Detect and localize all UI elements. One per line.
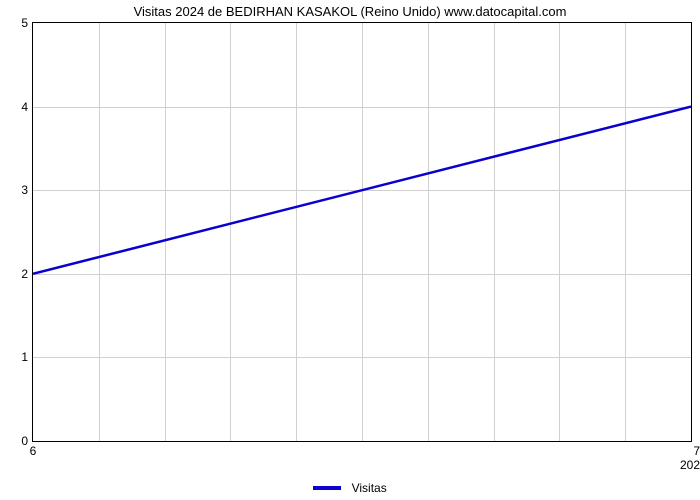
legend-swatch <box>313 486 341 490</box>
chart-title: Visitas 2024 de BEDIRHAN KASAKOL (Reino … <box>0 4 700 19</box>
series-line <box>33 23 691 441</box>
y-tick-label: 4 <box>12 100 28 114</box>
plot-area <box>32 22 692 442</box>
y-tick-label: 2 <box>12 267 28 281</box>
y-tick-label: 5 <box>12 16 28 30</box>
y-tick-label: 3 <box>12 183 28 197</box>
y-tick-label: 0 <box>12 434 28 448</box>
x-year-label: 202 <box>680 458 700 472</box>
legend: Visitas <box>0 480 700 495</box>
legend-label: Visitas <box>352 481 387 495</box>
chart-container: Visitas 2024 de BEDIRHAN KASAKOL (Reino … <box>0 0 700 500</box>
y-tick-label: 1 <box>12 350 28 364</box>
x-tick-label: 6 <box>30 444 37 458</box>
x-tick-label: 7 <box>693 444 700 458</box>
